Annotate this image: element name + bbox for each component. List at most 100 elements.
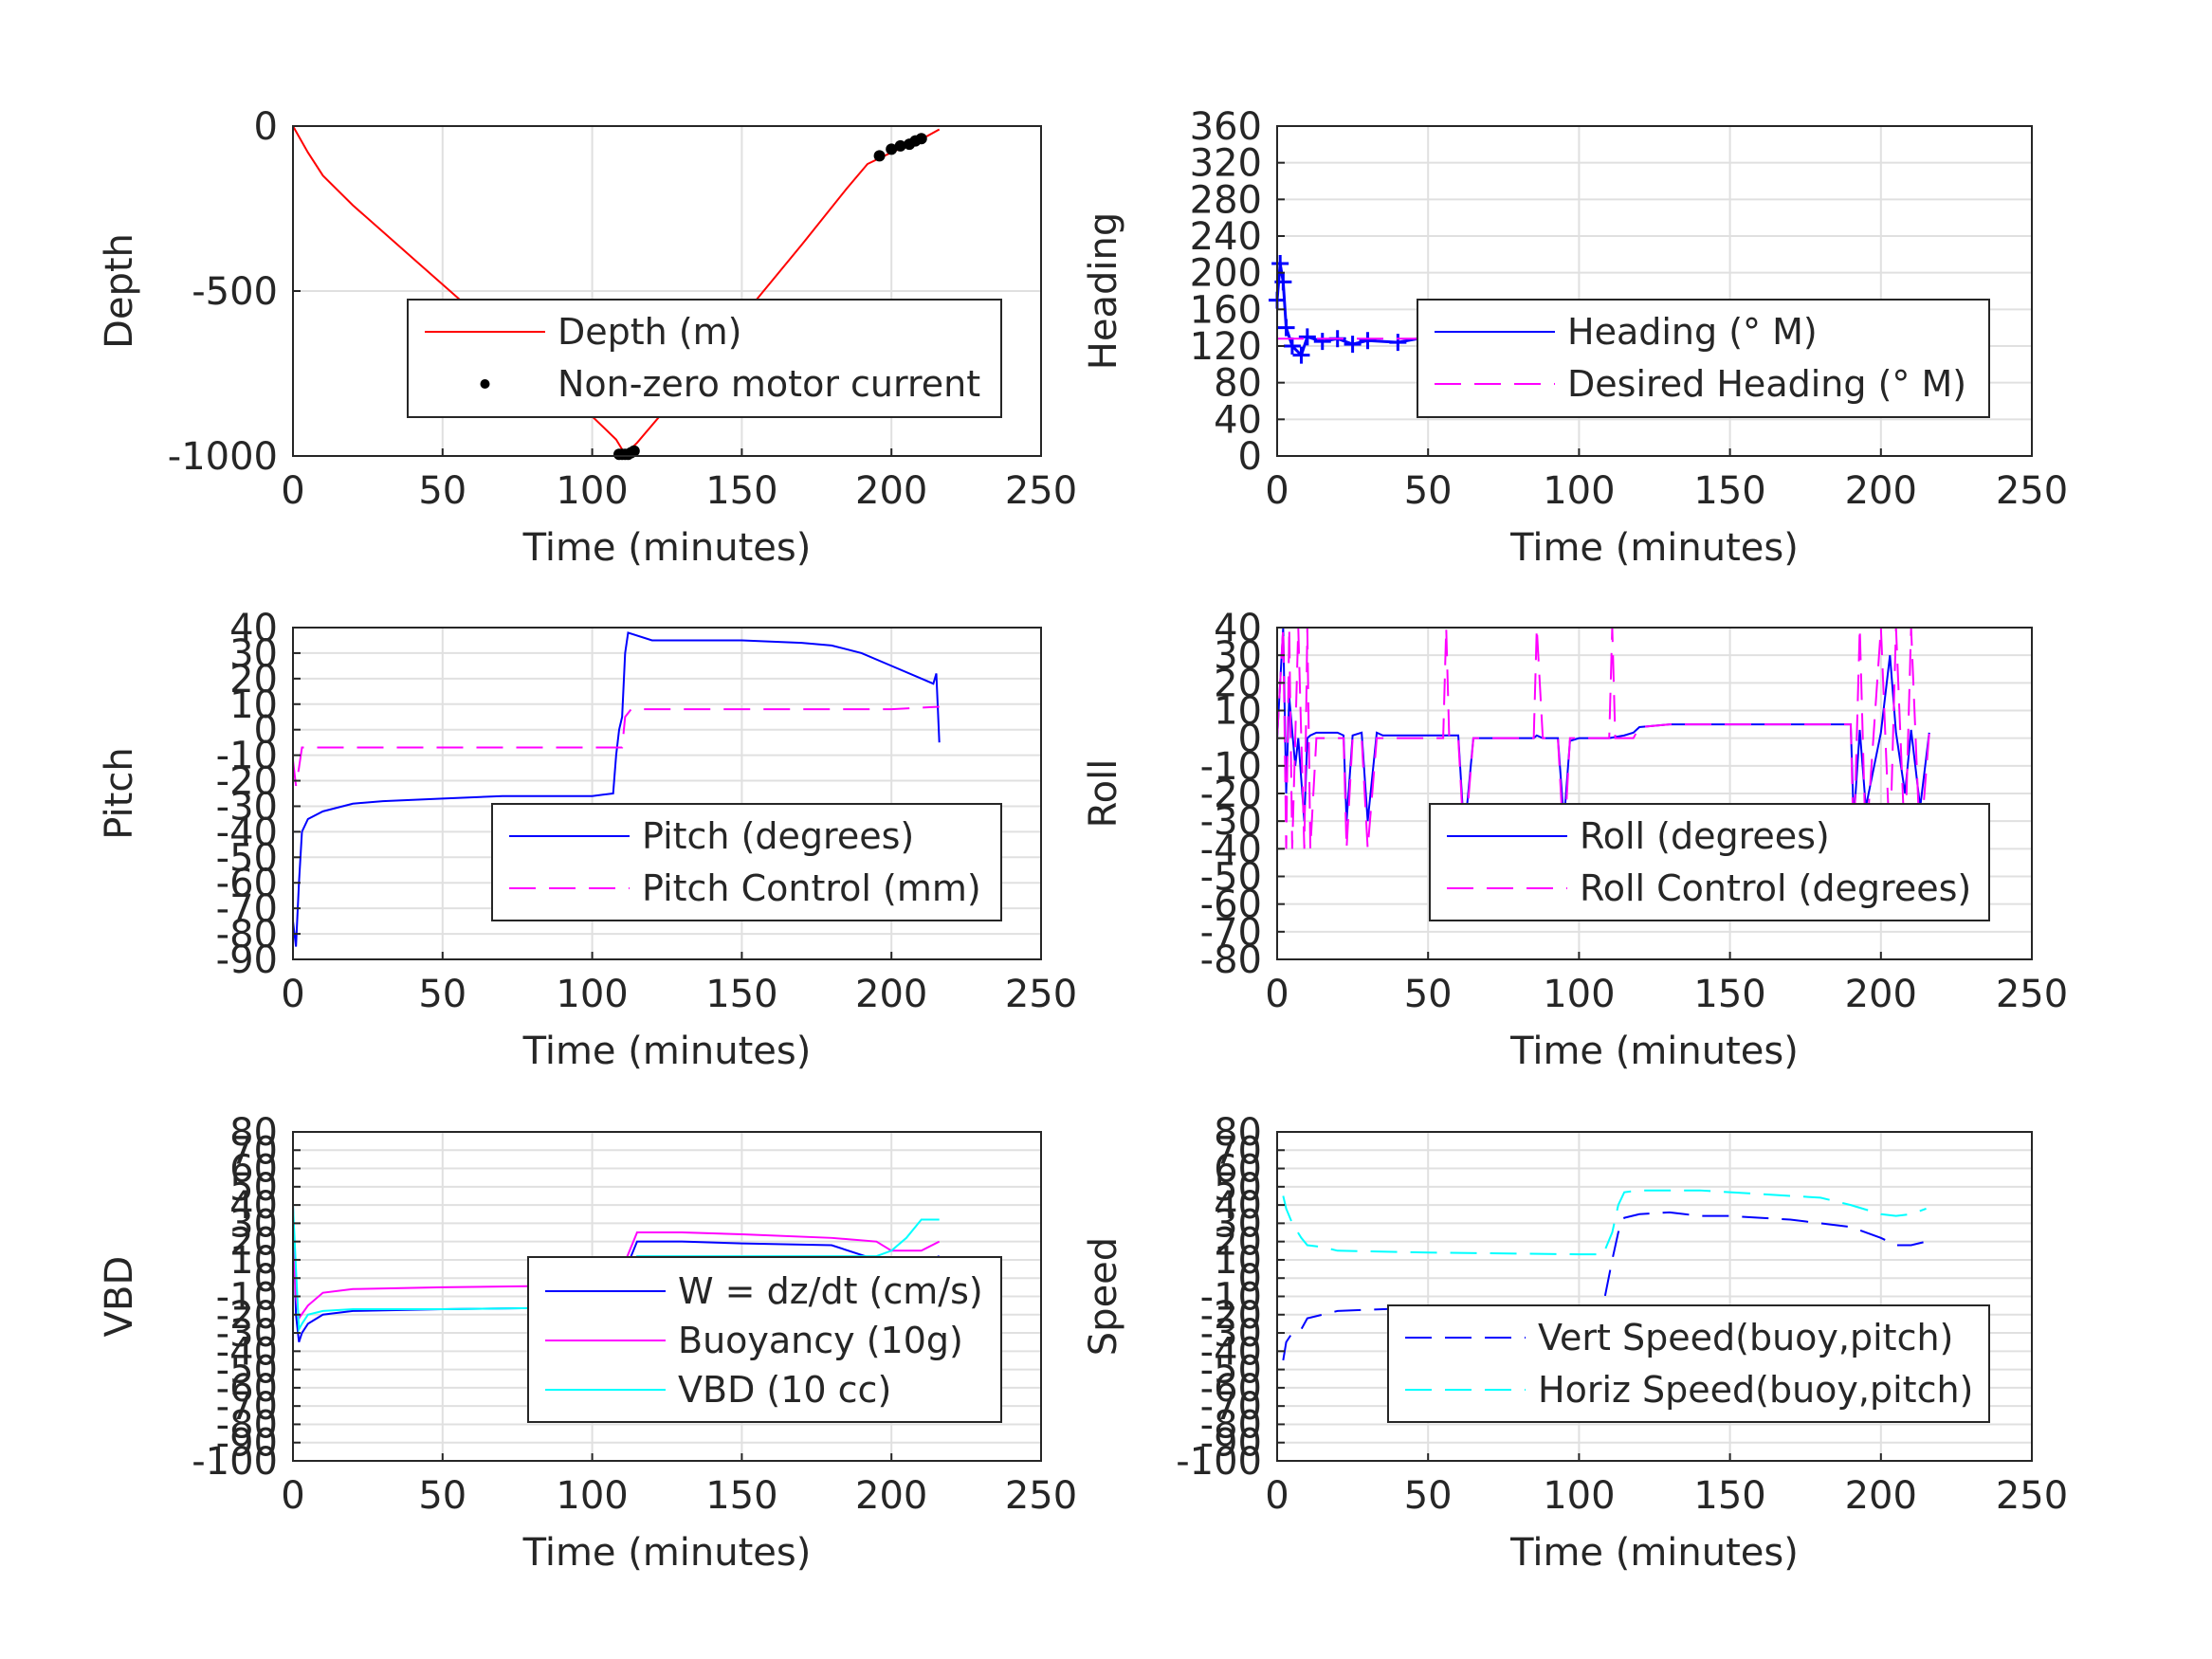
y-tick-label: 20: [229, 658, 278, 702]
y-tick-label: 70: [1214, 1129, 1262, 1173]
x-tick-label: 250: [1005, 1474, 1077, 1518]
x-tick-label: 200: [1845, 469, 1917, 513]
y-tick-label: 160: [1190, 288, 1262, 332]
series-roll-1: [1276, 627, 1930, 849]
y-tick-label: -90: [216, 1422, 278, 1466]
y-tick-label: -80: [1200, 1403, 1262, 1447]
data-point: [1271, 255, 1289, 272]
y-tick-label: -90: [216, 939, 278, 982]
data-point: [628, 445, 640, 457]
panel-roll: 0 50 100 150 200 250-80-70-60-50-40-30-20-100…: [1082, 607, 2068, 1073]
x-tick-label: 100: [1543, 469, 1615, 513]
x-tick-label: 250: [1005, 469, 1077, 513]
data-point: [1292, 346, 1310, 364]
legend-label: Pitch (degrees): [642, 815, 914, 857]
x-tick-label: 50: [418, 469, 466, 513]
y-tick-label: -60: [1200, 884, 1262, 927]
series-speed-1: [1282, 1189, 1927, 1256]
series-line: [1282, 1211, 1927, 1361]
x-tick-label: 0: [1265, 469, 1289, 513]
y-tick-label: -50: [1200, 1349, 1262, 1393]
x-axis-label: Time (minutes): [522, 1030, 812, 1073]
data-point: [886, 143, 898, 155]
legend: Depth (m) Non-zero motor current: [407, 299, 1002, 418]
y-tick-label: -40: [1200, 828, 1262, 871]
y-tick-label: 360: [1190, 105, 1262, 149]
series-line: [292, 705, 940, 787]
y-tick-label: 10: [229, 684, 278, 727]
series-line: [1276, 627, 1930, 849]
y-tick-label: 40: [229, 607, 278, 650]
y-tick-label: -100: [192, 1440, 278, 1484]
y-tick-label: 10: [229, 1239, 278, 1283]
legend-label: Desired Heading (° M): [1567, 363, 1966, 405]
legend: Roll (degrees) Roll Control (degrees): [1429, 803, 1990, 921]
y-tick-label: 40: [229, 1184, 278, 1228]
x-tick-label: 250: [1005, 973, 1077, 1016]
series-depth-1: [613, 133, 927, 461]
y-tick-label: 30: [229, 632, 278, 676]
legend-box: [407, 299, 1002, 418]
y-tick-label: -20: [216, 760, 278, 804]
x-tick-label: 100: [556, 973, 628, 1016]
y-tick-label: 60: [1214, 1148, 1262, 1192]
legend-label: W = dz/dt (cm/s): [678, 1270, 983, 1312]
y-tick-label: 60: [229, 1148, 278, 1192]
y-tick-label: 10: [1214, 690, 1262, 734]
x-axis-label: Time (minutes): [522, 526, 812, 570]
x-tick-label: 200: [855, 1474, 927, 1518]
data-point: [1359, 332, 1377, 350]
data-point: [1389, 334, 1407, 352]
x-tick-label: 150: [1693, 973, 1765, 1016]
x-tick-label: 50: [418, 1474, 466, 1518]
y-tick-label: -50: [1200, 856, 1262, 900]
x-tick-label: 250: [1996, 973, 2068, 1016]
legend-label: Depth (m): [558, 311, 742, 353]
legend-label: Pitch Control (mm): [642, 867, 981, 909]
legend-swatch: [480, 379, 490, 389]
y-tick-label: -80: [1200, 939, 1262, 982]
panel-pitch: 0 50 100 150 200 250-90-80-70-60-50-40-30-20-…: [98, 607, 1077, 1073]
x-tick-label: 50: [418, 973, 466, 1016]
x-tick-label: 0: [281, 973, 304, 1016]
x-tick-label: 200: [1845, 1474, 1917, 1518]
series-pitch-1: [292, 705, 940, 787]
y-tick-label: -1000: [168, 435, 278, 479]
legend-label: Roll Control (degrees): [1580, 867, 1971, 909]
y-tick-label: 30: [1214, 634, 1262, 678]
legend-box: [1387, 1304, 1990, 1423]
y-tick-label: -20: [1200, 1294, 1262, 1338]
y-tick-label: -10: [1200, 1276, 1262, 1320]
x-tick-label: 150: [705, 1474, 777, 1518]
y-tick-label: 0: [1238, 435, 1262, 479]
legend-label: Vert Speed(buoy,pitch): [1538, 1317, 1953, 1358]
y-tick-label: -30: [216, 1312, 278, 1356]
y-axis-label: Speed: [1082, 1237, 1125, 1356]
data-point: [894, 139, 906, 152]
y-tick-label: -60: [216, 1367, 278, 1411]
y-tick-label: 240: [1190, 215, 1262, 259]
y-tick-label: -40: [216, 811, 278, 854]
legend: Heading (° M) Desired Heading (° M): [1417, 299, 1990, 418]
panel-depth: 0 50 100 150 200 250 -1000 -500 0 Time (minutes) D…: [98, 105, 1077, 570]
y-tick-label: 80: [229, 1111, 278, 1155]
series-line: [292, 631, 941, 947]
x-tick-label: 200: [1845, 973, 1917, 1016]
x-tick-label: 150: [705, 469, 777, 513]
y-tick-label: -60: [1200, 1367, 1262, 1411]
y-tick-label: 200: [1190, 252, 1262, 296]
panel-heading: 0 50 100 150 200 2500408012016020024028032036…: [1082, 105, 2068, 570]
x-tick-label: 150: [1693, 1474, 1765, 1518]
y-tick-label: 280: [1190, 178, 1262, 222]
y-tick-label: 30: [1214, 1202, 1262, 1246]
legend-box: [1429, 803, 1990, 921]
y-tick-label: 40: [1214, 398, 1262, 442]
y-tick-label: -50: [216, 1349, 278, 1393]
y-tick-label: 0: [254, 1257, 278, 1301]
y-tick-label: 20: [229, 1221, 278, 1265]
y-tick-label: 0: [254, 709, 278, 753]
x-tick-label: 100: [1543, 973, 1615, 1016]
panel-speed: 0 50 100 150 200 250-100-90-80-70-60-50-40-30…: [1082, 1111, 2068, 1575]
legend-box: [1417, 299, 1990, 418]
